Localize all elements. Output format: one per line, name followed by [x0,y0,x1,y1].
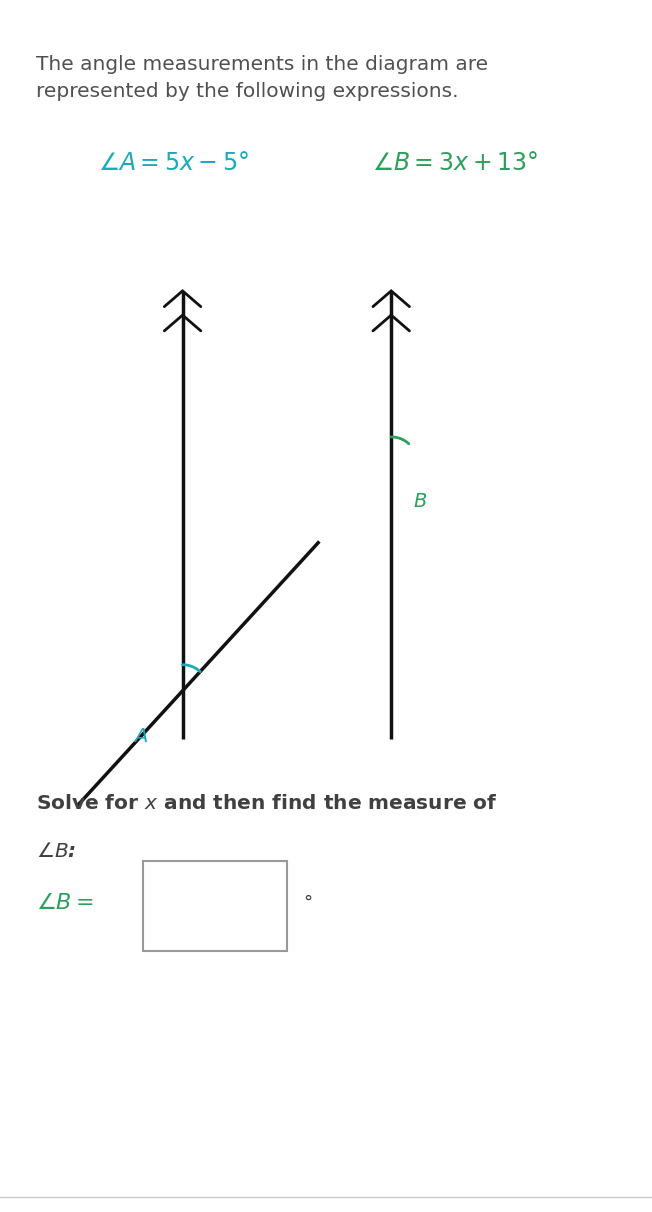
Text: °: ° [303,894,312,911]
Text: $\angle B$:: $\angle B$: [36,842,76,862]
Text: $B$: $B$ [413,492,428,511]
Text: $\angle B = 3x + 13°$: $\angle B = 3x + 13°$ [372,152,538,176]
Text: The angle measurements in the diagram are
represented by the following expressio: The angle measurements in the diagram ar… [36,55,488,101]
FancyBboxPatch shape [143,861,287,951]
Text: $A$: $A$ [132,727,148,747]
Text: $\angle B =$: $\angle B =$ [36,892,94,914]
Text: Solve for $x$ and then find the measure of: Solve for $x$ and then find the measure … [36,794,497,813]
Text: $\angle A = 5x - 5°$: $\angle A = 5x - 5°$ [98,152,249,176]
